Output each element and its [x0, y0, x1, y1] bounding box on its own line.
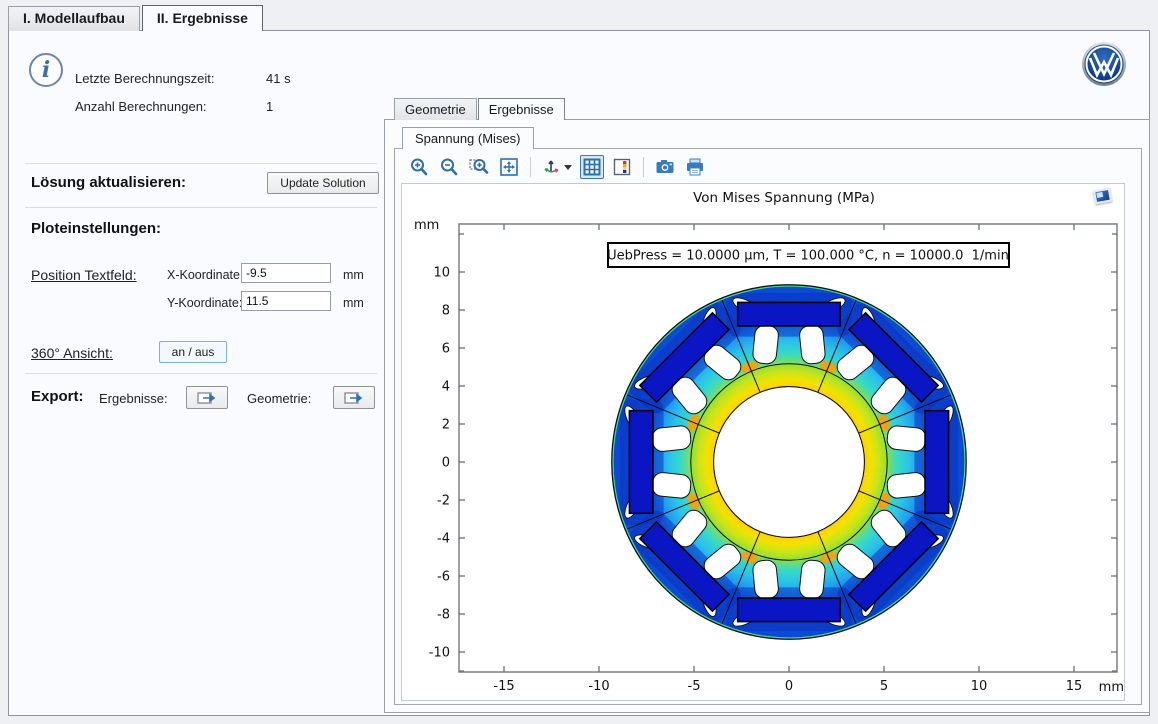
snapshot-icon[interactable]	[653, 155, 677, 179]
main-tab-bar: I. Modellaufbau II. Ergebnisse	[8, 5, 265, 31]
y-coordinate-unit: mm	[343, 296, 364, 310]
x-axis-unit: mm	[1099, 680, 1124, 695]
annotation-text: UebPress = 10.0000 µm, T = 100.000 °C, n…	[607, 249, 1009, 264]
chevron-down-icon[interactable]	[564, 164, 572, 170]
tab-geometrie[interactable]: Geometrie	[394, 98, 477, 120]
export-geometry-label: Geometrie:	[247, 391, 312, 406]
svg-text:10: 10	[971, 679, 988, 694]
svg-text:-10: -10	[429, 646, 450, 661]
x-coordinate-unit: mm	[343, 268, 364, 282]
tab-ergebnisse[interactable]: II. Ergebnisse	[141, 5, 263, 31]
divider	[25, 373, 377, 374]
rotor-graphic	[611, 284, 967, 640]
svg-text:-5: -5	[688, 679, 701, 694]
export-results-button[interactable]	[186, 386, 228, 409]
x-coordinate-label: X-Koordinate:	[167, 268, 244, 282]
plot-frame	[458, 223, 1118, 673]
svg-text:4: 4	[442, 380, 450, 395]
result-tab-bar: Geometrie Ergebnisse	[394, 98, 566, 120]
y-coordinate-label: Y-Koordinate:	[167, 296, 243, 310]
plot-settings-heading: Ploteinstellungen:	[31, 220, 162, 237]
tab-modellaufbau[interactable]: I. Modellaufbau	[8, 6, 140, 31]
export-geometry-button[interactable]	[333, 386, 375, 409]
tab-ergebnisse-plot[interactable]: Ergebnisse	[477, 98, 565, 120]
show-grid-icon[interactable]	[580, 155, 604, 179]
svg-text:-6: -6	[437, 570, 450, 585]
update-solution-heading: Lösung aktualisieren:	[31, 174, 187, 191]
view-360-label: 360° Ansicht:	[31, 345, 113, 361]
svg-text:6: 6	[442, 342, 450, 357]
divider	[25, 207, 377, 208]
toolbar-separator	[643, 157, 644, 177]
zoom-out-icon[interactable]	[437, 155, 461, 179]
plot-toolbar	[407, 154, 707, 180]
tab-spannung-mises[interactable]: Spannung (Mises)	[402, 127, 534, 149]
annotation-box	[607, 242, 1010, 268]
svg-text:2: 2	[442, 418, 450, 433]
info-icon: i	[29, 53, 63, 87]
axis-ticks: -15 -10 -5 0 5 10 15 10 8 6 4 2 0 -2 -4 -6 -8 -10	[429, 224, 1117, 694]
svg-text:-4: -4	[437, 532, 450, 547]
computation-count-label: Anzahl Berechnungen:	[75, 99, 207, 114]
svg-text:10: 10	[433, 266, 450, 281]
show-color-legend-icon[interactable]	[610, 155, 634, 179]
print-icon[interactable]	[683, 155, 707, 179]
y-coordinate-input[interactable]	[241, 291, 331, 311]
zoom-box-icon[interactable]	[467, 155, 491, 179]
computation-count-value: 1	[266, 99, 274, 114]
vw-logo	[1082, 42, 1126, 86]
plot-canvas[interactable]: Von Mises Spannung (MPa) mm -15 -10 -5 0 5 10…	[401, 183, 1125, 701]
export-results-label: Ergebnisse:	[99, 391, 168, 406]
y-axis-unit: mm	[414, 218, 439, 233]
svg-text:-2: -2	[437, 494, 450, 509]
export-icon	[344, 391, 363, 404]
export-icon	[197, 391, 216, 404]
page-ergebnisse: i Letzte Berechnungszeit: 41 s Anzahl Be…	[8, 30, 1150, 716]
svg-text:5: 5	[880, 679, 888, 694]
view-360-toggle-button[interactable]: an / aus	[159, 341, 227, 363]
svg-text:0: 0	[785, 679, 793, 694]
svg-text:-15: -15	[493, 679, 514, 694]
divider	[25, 163, 377, 164]
last-computation-label: Letzte Berechnungszeit:	[75, 71, 215, 86]
export-heading: Export:	[31, 388, 84, 405]
go-to-default-view-icon[interactable]	[540, 155, 574, 179]
zoom-extents-icon[interactable]	[497, 155, 521, 179]
svg-text:8: 8	[442, 304, 450, 319]
svg-text:-8: -8	[437, 608, 450, 623]
x-coordinate-input[interactable]	[241, 263, 331, 283]
mises-plot: Von Mises Spannung (MPa) mm -15 -10 -5 0 5 10…	[414, 190, 1124, 695]
plot-title: Von Mises Spannung (MPa)	[693, 190, 875, 206]
update-solution-button[interactable]: Update Solution	[267, 172, 379, 194]
svg-text:15: 15	[1066, 679, 1083, 694]
toolbar-separator	[530, 157, 531, 177]
last-computation-value: 41 s	[266, 71, 291, 86]
zoom-in-icon[interactable]	[407, 155, 431, 179]
position-textfield-label: Position Textfeld:	[31, 267, 137, 283]
svg-text:0: 0	[442, 456, 450, 471]
svg-text:-10: -10	[588, 679, 609, 694]
